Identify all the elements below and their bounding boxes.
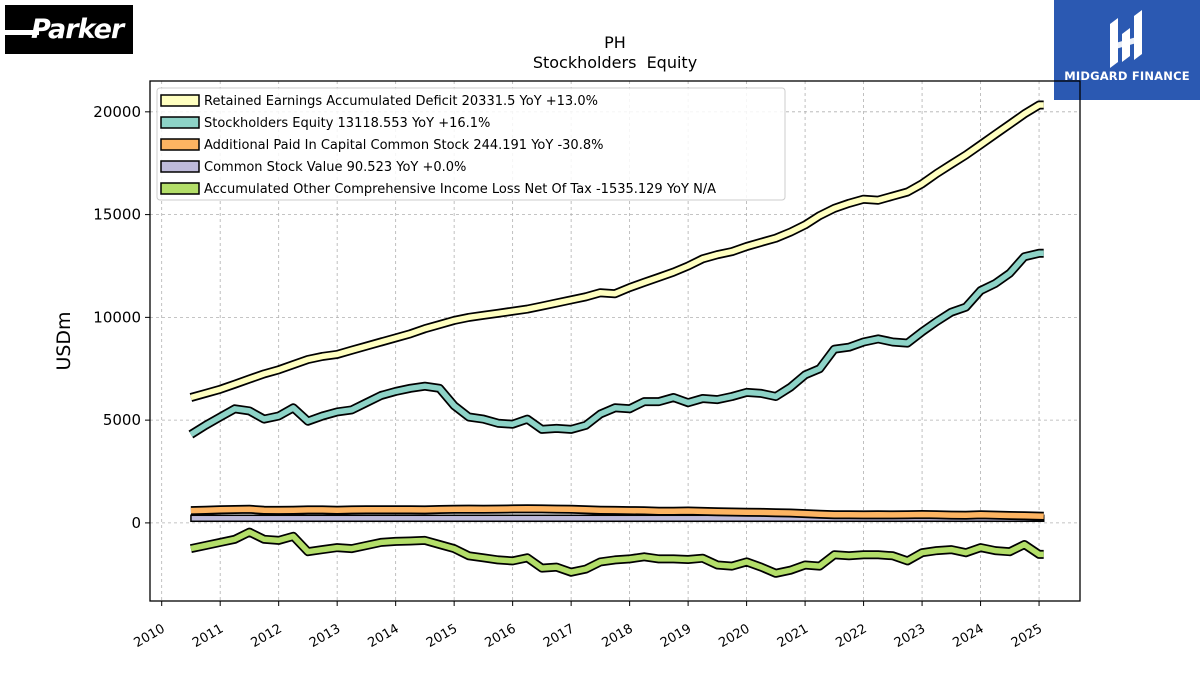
x-tick-label: 2023 [892,621,928,651]
legend-label: Additional Paid In Capital Common Stock … [204,138,603,153]
x-tick-label: 2011 [190,621,226,651]
series-line [190,102,1044,401]
series-accumulated-other-comprehensive-income-loss-net-of-tax [189,527,1044,578]
y-axis-label: USDm [53,311,75,370]
series-common-stock-value [190,514,1045,523]
logo-bar [5,30,39,35]
y-tick-label: 0 [131,514,141,532]
y-tick-label: 5000 [103,411,141,429]
series-retained-earnings-accumulated-deficit [189,100,1044,402]
x-tick-label: 2012 [249,621,285,651]
x-tick-label: 2021 [775,621,811,651]
legend: Retained Earnings Accumulated Deficit 20… [156,87,786,201]
chart-subtitle: Stockholders Equity [533,53,697,72]
plot-frame [149,80,1081,602]
x-tick-label: 2020 [716,621,752,651]
series-line [189,250,1044,437]
legend-box [156,87,786,201]
legend-label: Stockholders Equity 13118.553 YoY +16.1% [204,116,490,131]
parker-logo-text: Parker [31,14,124,45]
x-tick-label: 2014 [366,621,402,651]
legend-label: Common Stock Value 90.523 YoY +0.0% [204,160,466,175]
legend-label: Accumulated Other Comprehensive Income L… [204,182,716,197]
x-tick-label: 2024 [950,621,986,651]
series-additional-paid-in-capital-common-stock [190,504,1044,521]
y-tick-label: 15000 [93,206,141,224]
chart-title: PH [604,33,626,52]
legend-swatch [160,116,200,129]
x-tick-label: 2016 [482,621,518,651]
x-tick-label: 2019 [658,621,694,651]
midgard-mark-icon [1110,10,1142,68]
parker-logo: Parker [5,5,133,54]
x-tick-label: 2025 [1009,621,1045,651]
x-tick-label: 2015 [424,621,460,651]
legend-swatch [160,138,200,151]
legend-label: Retained Earnings Accumulated Deficit 20… [204,94,598,109]
x-tick-label: 2010 [132,621,168,651]
midgard-logo-text: MIDGARD FINANCE [1064,69,1190,83]
series-line [190,505,1044,520]
x-tick-label: 2013 [307,621,343,651]
midgard-finance-logo: MIDGARD FINANCE [1054,0,1200,100]
legend-swatch [160,160,200,173]
legend-swatch [160,94,200,107]
series-line [190,529,1044,577]
series-stockholders-equity [188,248,1044,439]
legend-swatch [160,182,200,195]
y-tick-label: 10000 [93,308,141,326]
x-tick-label: 2018 [599,621,635,651]
x-tick-label: 2022 [833,621,869,651]
series-layer [188,100,1045,578]
x-tick-label: 2017 [541,621,577,651]
y-tick-label: 20000 [93,103,141,121]
